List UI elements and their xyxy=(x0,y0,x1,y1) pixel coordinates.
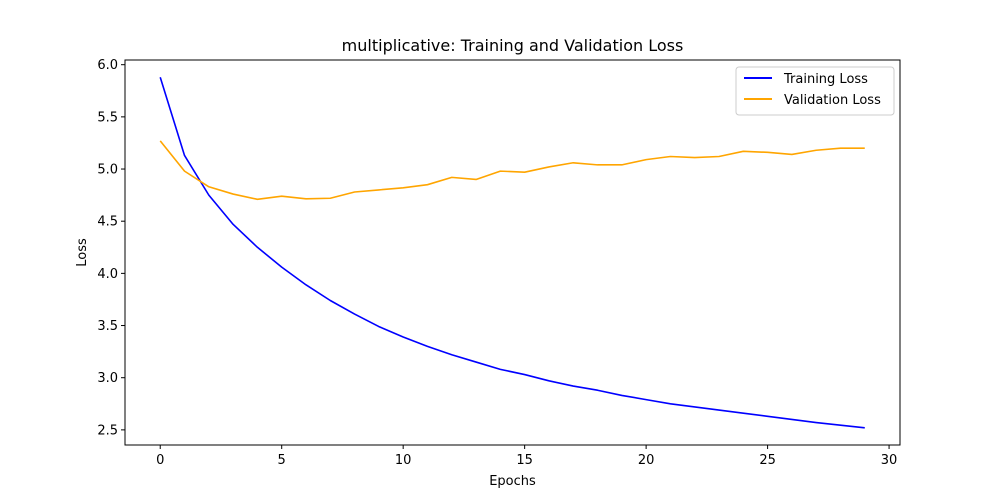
legend-label-validation-loss: Validation Loss xyxy=(784,93,881,108)
x-tick-label: 30 xyxy=(881,453,898,468)
plot-area xyxy=(124,59,901,446)
x-tick-label: 10 xyxy=(395,453,412,468)
legend-box xyxy=(735,66,895,116)
x-tick-label: 20 xyxy=(638,453,655,468)
y-tick-label: 5.0 xyxy=(97,163,118,178)
y-tick-label: 3.0 xyxy=(97,371,118,386)
y-tick-label: 2.5 xyxy=(97,423,118,438)
x-axis-label: Epochs xyxy=(489,474,536,489)
x-tick-label: 0 xyxy=(156,453,164,468)
y-axis-ticks: 2.5 3.0 3.5 4.0 4.5 5.0 5.5 6.0 xyxy=(97,58,125,438)
x-tick-label: 5 xyxy=(278,453,286,468)
axes-frame xyxy=(124,59,901,446)
legend-label-training-loss: Training Loss xyxy=(783,72,868,87)
y-tick-label: 3.5 xyxy=(97,319,118,334)
y-tick-label: 5.5 xyxy=(97,110,118,125)
y-axis-label: Loss xyxy=(75,238,90,267)
x-tick-label: 15 xyxy=(516,453,533,468)
legend: Training Loss Validation Loss xyxy=(735,66,895,116)
y-tick-label: 4.5 xyxy=(97,215,118,230)
y-tick-label: 4.0 xyxy=(97,267,118,282)
x-tick-label: 25 xyxy=(759,453,776,468)
series-line-validation-loss xyxy=(159,140,865,201)
series-layer xyxy=(159,76,865,429)
chart-title: multiplicative: Training and Validation … xyxy=(342,36,684,55)
x-axis-ticks: 0 5 10 15 20 25 30 xyxy=(156,445,897,468)
y-tick-label: 6.0 xyxy=(97,58,118,73)
series-line-training-loss xyxy=(159,76,865,429)
